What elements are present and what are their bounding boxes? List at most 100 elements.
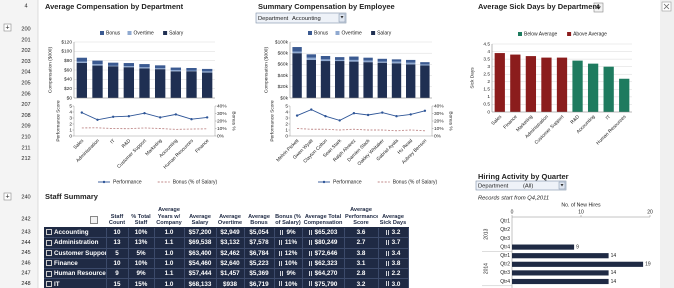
expand-icon[interactable] xyxy=(46,239,52,246)
cell-icon xyxy=(308,240,313,246)
bar xyxy=(170,69,182,72)
filter-icon[interactable] xyxy=(560,184,564,187)
y-tick-label: $60 xyxy=(64,67,72,73)
bar xyxy=(406,59,416,63)
expand-icon[interactable] xyxy=(46,270,52,277)
cell-value: $63,400 xyxy=(188,249,212,257)
y-axis-title: Performance Score xyxy=(269,100,275,142)
bar xyxy=(541,57,552,112)
legend-marker xyxy=(102,180,106,184)
cell: $72,646 xyxy=(302,248,345,259)
y2-tick-label: 40% xyxy=(217,103,227,109)
bar xyxy=(320,56,331,60)
bar xyxy=(306,59,316,98)
chart-title: Average Sick Days by Department xyxy=(478,2,600,11)
cell: 9% xyxy=(128,268,155,280)
y-tick-label: 4 xyxy=(285,109,288,115)
filter-box[interactable] xyxy=(255,12,347,24)
filter-value[interactable]: Accounting xyxy=(292,16,321,22)
close-icon[interactable] xyxy=(663,3,670,10)
group-toggle[interactable] xyxy=(3,192,12,201)
bar xyxy=(92,65,103,98)
y-tick-label: 0 xyxy=(285,133,288,139)
expand-icon[interactable] xyxy=(46,250,52,257)
y-tick-label: 5 xyxy=(69,103,72,109)
bar xyxy=(391,59,402,62)
scroll-strip xyxy=(660,0,674,288)
cell-value: $57,444 xyxy=(188,270,212,278)
cell-value: 13 xyxy=(113,239,121,247)
cell-value: $5,054 xyxy=(249,229,269,237)
cell: 1.0 xyxy=(154,248,185,259)
cell: 3.8 xyxy=(378,258,409,270)
filter-value[interactable]: (All) xyxy=(523,183,533,189)
bar xyxy=(349,59,359,62)
x-tick-label: R&D xyxy=(569,114,581,126)
expand-icon[interactable] xyxy=(46,260,52,267)
bar xyxy=(154,65,166,69)
cell-value: 3.4 xyxy=(391,249,401,257)
filter-box[interactable] xyxy=(475,180,567,191)
cell: 10% xyxy=(274,278,303,288)
group-toggle-icon[interactable]: + xyxy=(5,194,9,201)
row-label: Finance xyxy=(54,260,78,268)
bar xyxy=(349,61,359,98)
column-header: Average Total Compensation xyxy=(302,201,344,228)
expand-icon[interactable] xyxy=(46,229,52,236)
bar xyxy=(107,62,119,66)
y-tick-label: $40 xyxy=(64,77,72,83)
y-tick-label: Qtr1 xyxy=(500,219,510,225)
cell: $2,640 xyxy=(216,258,245,270)
cell: $5,223 xyxy=(244,258,275,270)
cell-value: $6,784 xyxy=(249,249,269,257)
y-tick-label: Qtr4 xyxy=(500,244,510,250)
cell: 3.8 xyxy=(344,248,379,259)
group-toggle[interactable] xyxy=(3,23,12,32)
y2-tick-label: 10% xyxy=(217,126,227,132)
legend-swatch xyxy=(127,31,132,35)
y-tick-label: 4 xyxy=(69,109,72,115)
cell-icon xyxy=(385,240,390,246)
row-label: Administration xyxy=(54,239,99,247)
dropdown-icon[interactable] xyxy=(596,6,601,10)
row-label-cell: Customer Support xyxy=(44,248,107,259)
cell: 3.0 xyxy=(378,278,409,288)
y-tick-label: 2 xyxy=(285,121,288,127)
table-row: IT 15 15% 1.0 $68,133 $938 $6,719 10% $75,790 3.2… xyxy=(44,278,409,288)
cell: $57,444 xyxy=(184,268,217,280)
filter-icon[interactable] xyxy=(340,16,344,19)
cell-value: 5 xyxy=(115,249,119,257)
cell: 1.1 xyxy=(154,237,185,249)
cell-value: $75,790 xyxy=(314,280,338,288)
legend-marker xyxy=(322,180,326,184)
y2-tick-label: 40% xyxy=(434,103,444,109)
filter-icon[interactable] xyxy=(90,215,98,224)
cell: 2.8 xyxy=(344,268,379,280)
y-tick-label: $40k xyxy=(278,73,289,79)
bar xyxy=(420,65,430,98)
group-toggle-icon[interactable]: + xyxy=(5,25,9,32)
row-header: 4 xyxy=(24,3,27,9)
cell-value: 9% xyxy=(286,229,296,237)
series-line xyxy=(297,128,425,132)
line-marker xyxy=(205,116,209,119)
group-label: 2013 xyxy=(483,228,489,239)
bar xyxy=(123,67,135,98)
cell: $938 xyxy=(216,278,245,288)
line-marker xyxy=(409,113,412,116)
bar xyxy=(201,72,213,98)
data-label: 9 xyxy=(576,244,579,250)
bar xyxy=(335,59,345,62)
data-label: 14 xyxy=(611,253,617,259)
cell-icon xyxy=(385,229,390,235)
header-row: Staff Count% Total Staff Average Years w/… xyxy=(44,201,408,228)
line-marker xyxy=(324,115,327,118)
cell: $69,538 xyxy=(184,237,217,249)
cell-value: $7,578 xyxy=(249,239,269,247)
x-tick-label: Clayton Colton xyxy=(302,138,329,165)
expand-icon[interactable] xyxy=(46,280,52,287)
cell-value: $2,640 xyxy=(220,260,240,268)
cell: $2,462 xyxy=(216,248,245,259)
